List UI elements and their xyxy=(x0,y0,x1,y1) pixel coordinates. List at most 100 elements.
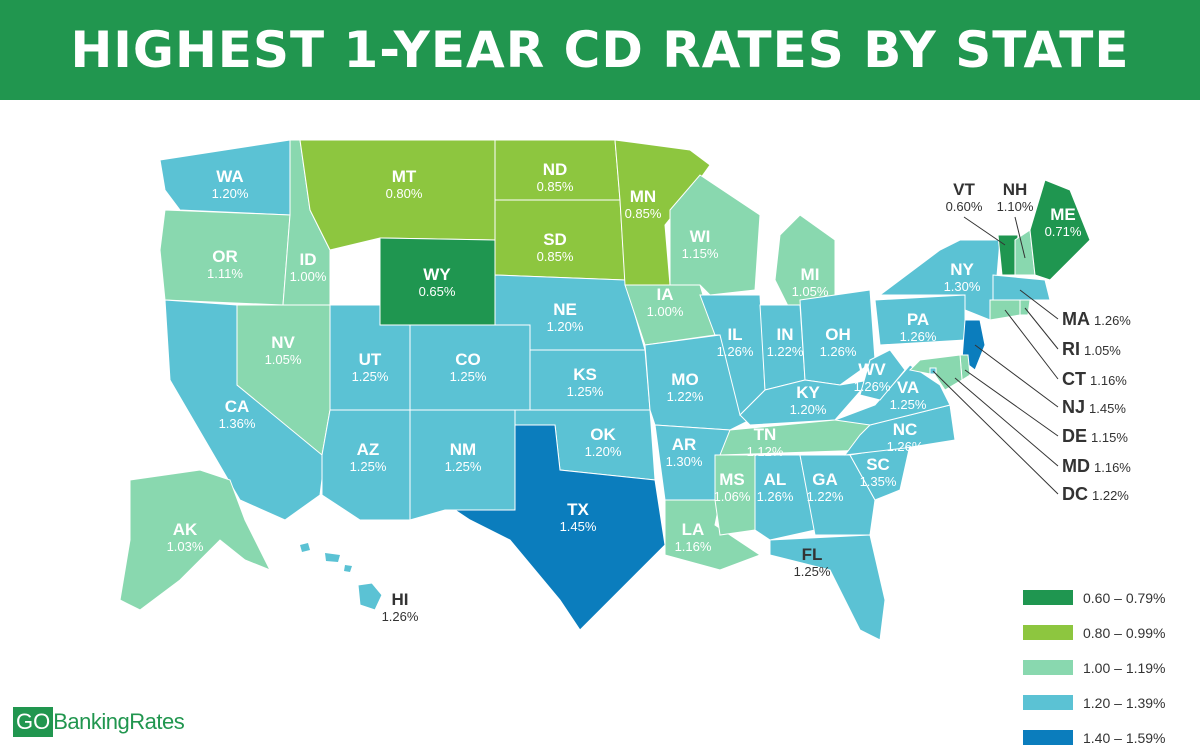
state-rate: 1.15% xyxy=(1091,430,1128,445)
state-abbr: WV xyxy=(858,360,886,379)
legend-label: 0.80 – 0.99% xyxy=(1083,624,1166,641)
state-abbr: PA xyxy=(907,310,929,329)
state-rate: 1.15% xyxy=(682,246,719,261)
state-label-mi: MI1.05% xyxy=(792,265,829,299)
state-label-ri: RI 1.05% xyxy=(1062,339,1121,359)
state-rate: 1.22% xyxy=(667,389,704,404)
state-label-pa: PA1.26% xyxy=(900,310,937,344)
state-label-md: MD 1.16% xyxy=(1062,456,1131,476)
state-rate: 1.45% xyxy=(1089,401,1126,416)
state-rate: 1.36% xyxy=(219,416,256,431)
state-wv xyxy=(859,349,906,401)
state-rate: 0.85% xyxy=(625,206,662,221)
state-abbr: ID xyxy=(300,250,317,269)
state-label-ky: KY1.20% xyxy=(790,383,827,417)
leader-line xyxy=(1004,309,1059,380)
state-rate: 0.85% xyxy=(537,249,574,264)
state-ma xyxy=(992,274,1051,301)
logo-go: GO xyxy=(13,707,54,737)
state-abbr: NH xyxy=(1003,180,1028,199)
state-abbr: AK xyxy=(173,520,198,539)
state-abbr: OK xyxy=(590,425,616,444)
state-abbr: IL xyxy=(727,325,742,344)
state-abbr: UT xyxy=(359,350,382,369)
state-label-dc: DC 1.22% xyxy=(1062,484,1129,504)
state-rate: 1.16% xyxy=(1090,373,1127,388)
state-label-ar: AR1.30% xyxy=(666,435,703,469)
state-hi xyxy=(357,582,383,611)
state-abbr: RI xyxy=(1062,339,1080,359)
state-label-tn: TN1.12% xyxy=(747,425,784,459)
state-oh xyxy=(799,289,876,386)
state-label-az: AZ1.25% xyxy=(350,440,387,474)
state-rate: 1.26% xyxy=(887,439,924,454)
leader-line xyxy=(1024,307,1059,350)
state-rate: 0.80% xyxy=(386,186,423,201)
state-rate: 0.60% xyxy=(946,199,983,214)
state-rate: 1.30% xyxy=(944,279,981,294)
state-abbr: OR xyxy=(212,247,238,266)
state-rate: 0.71% xyxy=(1045,224,1082,239)
state-rate: 0.65% xyxy=(419,284,456,299)
state-abbr: ME xyxy=(1050,205,1076,224)
state-rate: 0.85% xyxy=(537,179,574,194)
state-tx xyxy=(453,424,666,631)
legend: 0.60 – 0.79% 0.80 – 0.99% 1.00 – 1.19% 1… xyxy=(1023,580,1166,755)
state-al xyxy=(754,454,816,541)
legend-swatch xyxy=(1023,695,1073,710)
svg-text:DE1.15%: DE 1.15% xyxy=(1062,426,1128,446)
state-rate: 1.45% xyxy=(560,519,597,534)
state-label-wa: WA1.20% xyxy=(212,167,249,201)
state-label-nm: NM1.25% xyxy=(445,440,482,474)
state-label-id: ID1.00% xyxy=(290,250,327,284)
state-rate: 1.25% xyxy=(352,369,389,384)
state-abbr: TN xyxy=(754,425,777,444)
state-abbr: DE xyxy=(1062,426,1087,446)
state-label-nd: ND0.85% xyxy=(537,160,574,194)
state-rate: 1.05% xyxy=(1084,343,1121,358)
state-abbr: WA xyxy=(216,167,243,186)
state-label-de: DE 1.15% xyxy=(1062,426,1128,446)
state-label-ny: NY1.30% xyxy=(944,260,981,294)
state-label-tx: TX1.45% xyxy=(560,500,597,534)
logo-text: BankingRates xyxy=(53,709,185,734)
state-label-mt: MT0.80% xyxy=(386,167,423,201)
state-label-il: IL1.26% xyxy=(717,325,754,359)
state-label-nj: NJ 1.45% xyxy=(1062,397,1126,417)
state-rate: 1.12% xyxy=(747,444,784,459)
state-rate: 1.20% xyxy=(790,402,827,417)
state-rate: 1.10% xyxy=(997,199,1034,214)
state-wi xyxy=(669,174,761,296)
state-abbr: LA xyxy=(682,520,705,539)
state-abbr: HI xyxy=(392,590,409,609)
legend-item: 0.80 – 0.99% xyxy=(1023,615,1166,650)
svg-text:CT1.16%: CT 1.16% xyxy=(1062,369,1127,389)
state-rate: 1.26% xyxy=(854,379,891,394)
state-rate: 1.05% xyxy=(265,352,302,367)
state-label-sd: SD0.85% xyxy=(537,230,574,264)
state-label-ma: MA 1.26% xyxy=(1062,309,1131,329)
state-rate: 1.26% xyxy=(900,329,937,344)
state-abbr: DC xyxy=(1062,484,1088,504)
state-rate: 1.20% xyxy=(585,444,622,459)
state-abbr: FL xyxy=(802,545,823,564)
state-ms xyxy=(714,454,756,536)
svg-text:MA1.26%: MA 1.26% xyxy=(1062,309,1131,329)
state-label-va: VA1.25% xyxy=(890,378,927,412)
state-label-nh: NH1.10% xyxy=(997,180,1034,214)
state-abbr: NV xyxy=(271,333,295,352)
state-label-ct: CT 1.16% xyxy=(1062,369,1127,389)
state-rate: 1.06% xyxy=(714,489,751,504)
state-abbr: AZ xyxy=(357,440,380,459)
leader-line xyxy=(954,377,1059,467)
state-abbr: GA xyxy=(812,470,838,489)
legend-swatch xyxy=(1023,625,1073,640)
state-rate: 1.16% xyxy=(1094,460,1131,475)
state-label-ut: UT1.25% xyxy=(352,350,389,384)
state-fl xyxy=(769,534,886,641)
state-abbr: WI xyxy=(690,227,711,246)
state-rate: 1.11% xyxy=(207,266,243,281)
state-hi-island xyxy=(300,543,310,552)
state-rate: 1.03% xyxy=(167,539,204,554)
state-rate: 1.26% xyxy=(382,609,419,624)
